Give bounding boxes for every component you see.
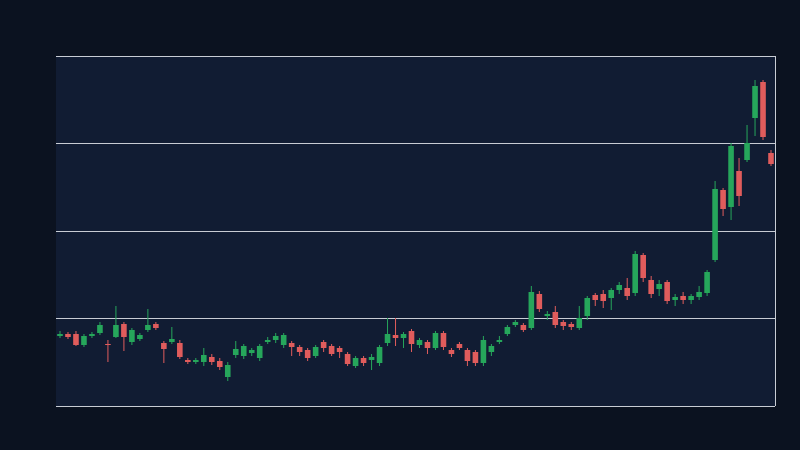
candle-body <box>73 334 79 345</box>
candle-body <box>113 325 119 337</box>
candle-body <box>280 335 287 345</box>
candle-body <box>121 324 127 337</box>
candle-body <box>672 297 678 300</box>
candle-body <box>288 343 295 347</box>
candle-body <box>600 294 607 301</box>
candle-body <box>440 333 447 347</box>
candle-body <box>552 312 559 325</box>
candle-body <box>432 333 439 348</box>
candle-body <box>328 346 335 354</box>
candle-body <box>193 360 199 362</box>
candle-body <box>360 358 367 363</box>
candle-body <box>320 342 327 348</box>
candle-body <box>224 365 231 377</box>
candle-body <box>264 340 271 342</box>
candle-body <box>208 357 215 362</box>
candle-body <box>153 324 159 328</box>
candle-body <box>536 294 543 309</box>
candle-body <box>352 358 359 366</box>
candle-body <box>105 344 111 345</box>
candle-body <box>336 348 343 352</box>
candle-body <box>592 295 599 300</box>
candle-body <box>200 355 207 362</box>
candle-body <box>504 327 511 334</box>
candle-body <box>576 318 583 328</box>
candle-body <box>728 146 734 207</box>
candle-body <box>680 296 686 300</box>
candle-body <box>544 314 551 316</box>
candle-body <box>472 352 479 363</box>
candle-body <box>528 292 535 328</box>
candle-body <box>656 284 662 289</box>
candle-body <box>608 290 615 298</box>
candle-body <box>416 340 423 345</box>
candle-body <box>560 322 567 326</box>
candle-body <box>752 86 758 118</box>
candle-body <box>97 325 103 333</box>
candle-body <box>57 334 63 336</box>
candle-body <box>185 360 191 362</box>
candle-body <box>368 357 375 360</box>
candle-body <box>408 331 415 344</box>
candle-body <box>145 325 151 330</box>
candle-body <box>632 254 638 293</box>
candle-body <box>304 350 311 358</box>
candle-body <box>400 334 407 338</box>
candle-body <box>648 280 654 294</box>
candle-body <box>760 82 766 137</box>
candle-body <box>89 334 95 336</box>
candle-body <box>248 350 255 353</box>
candle-body <box>520 325 527 330</box>
candle-body <box>376 347 383 363</box>
candle-body <box>480 340 487 363</box>
candle-body <box>688 296 694 300</box>
candle-body <box>216 361 223 367</box>
candle-body <box>65 334 71 337</box>
candle-body <box>344 354 351 364</box>
candle-body <box>129 330 135 342</box>
candle-body <box>232 349 239 355</box>
candle-body <box>696 292 702 297</box>
candle-body <box>312 347 319 356</box>
candle-body <box>584 298 591 316</box>
candle-body <box>256 346 263 358</box>
candle-body <box>456 344 463 348</box>
candle-body <box>296 347 303 352</box>
candle-body <box>384 334 391 343</box>
candle-body <box>464 350 471 361</box>
candle-body <box>720 190 726 209</box>
candle-body <box>392 335 399 338</box>
candle-body <box>169 339 175 342</box>
candle-body <box>704 272 710 293</box>
candle-body <box>272 336 279 340</box>
candle-body <box>664 282 670 301</box>
candle-body <box>712 189 718 260</box>
candle-body <box>640 255 646 278</box>
candle-body <box>424 342 431 348</box>
candle-body <box>568 324 575 327</box>
candle-body <box>624 288 631 296</box>
candle-body <box>744 143 750 160</box>
candle-body <box>496 340 503 342</box>
candle-body <box>736 171 742 196</box>
candle-body <box>488 346 495 352</box>
candle-body <box>768 153 774 164</box>
candle-body <box>81 336 87 345</box>
candle-body <box>448 350 455 354</box>
candle-body <box>137 335 143 339</box>
candle-body <box>616 285 623 290</box>
candle-body <box>240 346 247 356</box>
candle-body <box>177 343 183 357</box>
candle-body <box>161 343 167 349</box>
candle-body <box>512 322 519 325</box>
